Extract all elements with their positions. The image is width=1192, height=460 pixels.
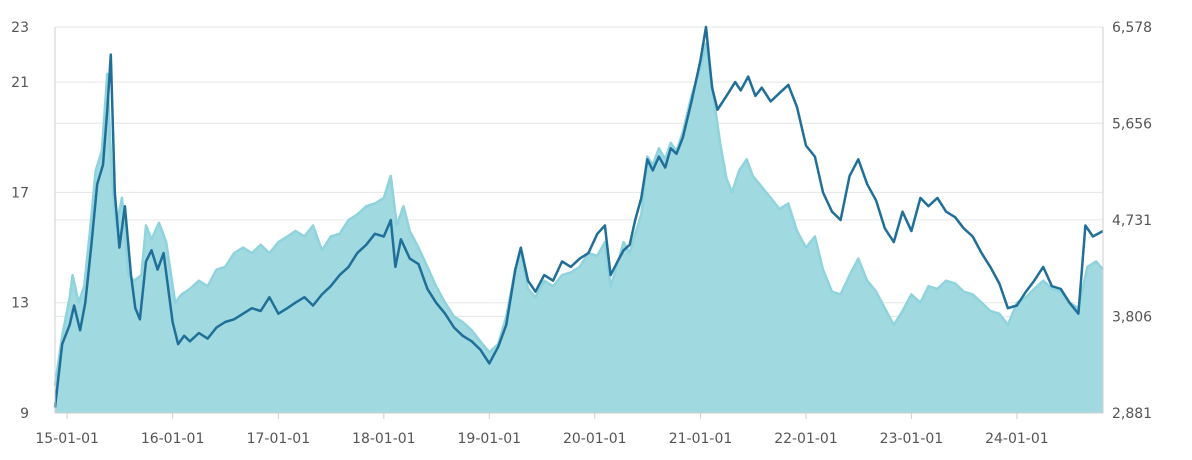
y-right-tick-label: 4,731	[1112, 213, 1152, 229]
y-left-tick-label: 9	[20, 406, 29, 422]
y-right-tick-label: 5,656	[1112, 116, 1152, 132]
axes	[54, 27, 1104, 419]
line-series	[53, 25, 1104, 408]
area-series-outline	[53, 42, 1104, 386]
line-series-layer	[53, 25, 1104, 408]
y-left-tick-label: 13	[11, 296, 29, 312]
x-tick-label: 17-01-01	[247, 431, 311, 447]
y-left-tick-label: 17	[11, 185, 29, 201]
x-tick-label: 15-01-01	[35, 431, 99, 447]
y-left-tick-label: 23	[11, 20, 29, 36]
y-right-tick-label: 3,806	[1112, 309, 1152, 325]
area-series-fill	[55, 43, 1103, 413]
y-right-tick-label: 2,881	[1112, 406, 1152, 422]
y-right-tick-label: 6,578	[1112, 20, 1152, 36]
y-left-tick-label: 21	[11, 75, 29, 91]
x-tick-label: 16-01-01	[141, 431, 205, 447]
x-tick-label: 20-01-01	[563, 431, 627, 447]
y-axis-left-tick-labels: 9 13 17 21 23	[11, 20, 29, 422]
x-tick-label: 22-01-01	[774, 431, 838, 447]
x-axis-tick-labels: 15-01-01 16-01-01 17-01-01 18-01-01 19-01-01…	[35, 431, 1048, 447]
x-tick-label: 18-01-01	[352, 431, 416, 447]
x-tick-label: 24-01-01	[985, 431, 1049, 447]
x-tick-label: 23-01-01	[880, 431, 944, 447]
x-tick-label: 21-01-01	[669, 431, 733, 447]
y-axis-right-tick-labels: 2,881 3,806 4,731 5,656 6,578	[1112, 20, 1152, 422]
area-series-layer	[53, 42, 1104, 413]
x-tick-label: 19-01-01	[458, 431, 522, 447]
